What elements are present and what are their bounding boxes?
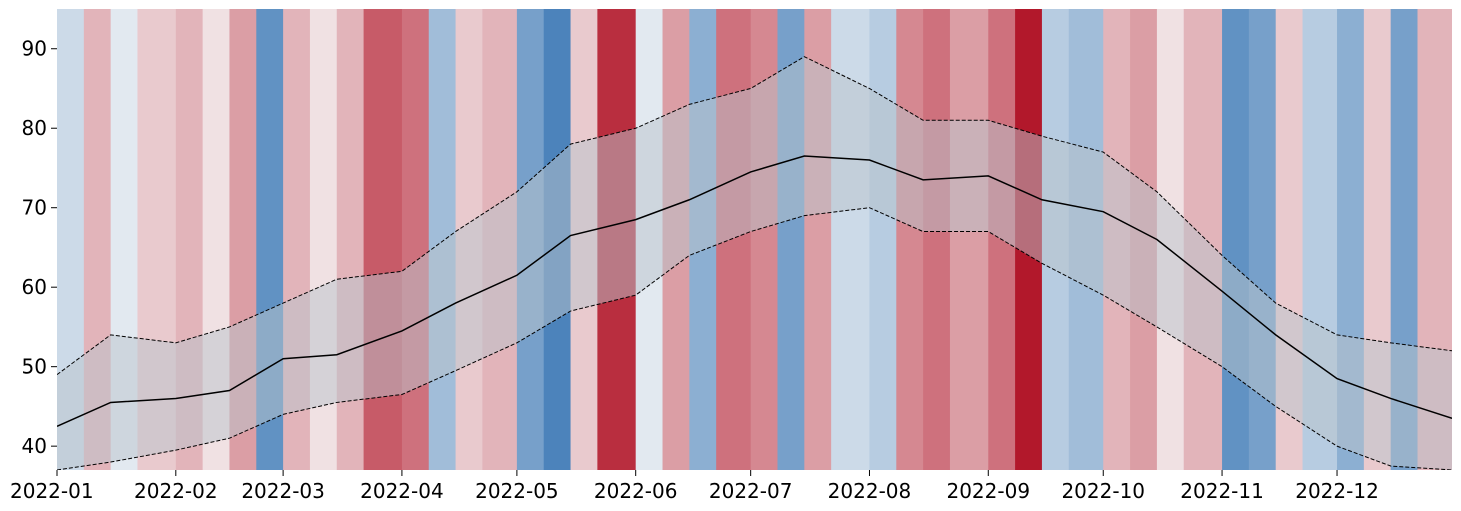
y-tick-label: 80: [22, 116, 47, 140]
lower-bound-line: [57, 207, 1452, 470]
x-tick-label: 2022-03: [241, 479, 325, 503]
x-tick-label: 2022-06: [594, 479, 678, 503]
y-tick-label: 60: [22, 275, 47, 299]
x-tick-label: 2022-05: [475, 479, 559, 503]
climate-stripe: [1222, 9, 1250, 470]
climate-stripe: [401, 9, 430, 470]
climate-stripe: [363, 9, 403, 470]
x-tick-label: 2022-12: [1295, 479, 1379, 503]
x-tick-label: 2022-09: [946, 479, 1030, 503]
series-layer: [57, 56, 1452, 470]
y-tick-label: 50: [22, 355, 47, 379]
range-band: [57, 56, 1452, 470]
climate-stripe: [923, 9, 951, 470]
climate-stripe: [949, 9, 989, 470]
x-tick-label: 2022-08: [828, 479, 912, 503]
y-tick-label: 90: [22, 37, 47, 61]
mean-line: [57, 155, 1452, 427]
x-tick-label: 2022-01: [10, 479, 94, 503]
x-tick-label: 2022-04: [360, 479, 444, 503]
y-tick-label: 70: [22, 196, 47, 220]
y-tick-label: 40: [22, 434, 47, 458]
climate-stripe: [869, 9, 897, 470]
x-tick-label: 2022-02: [134, 479, 218, 503]
axes-layer: 40 50 60 70 80 90 2022-01 2022-02 2022-03 2022-04…: [10, 37, 1379, 503]
x-tick-label: 2022-11: [1180, 479, 1264, 503]
x-tick-label: 2022-10: [1061, 479, 1145, 503]
climate-stripe: [896, 9, 924, 470]
x-tick-label: 2022-07: [709, 479, 793, 503]
upper-bound-line: [57, 56, 1452, 376]
